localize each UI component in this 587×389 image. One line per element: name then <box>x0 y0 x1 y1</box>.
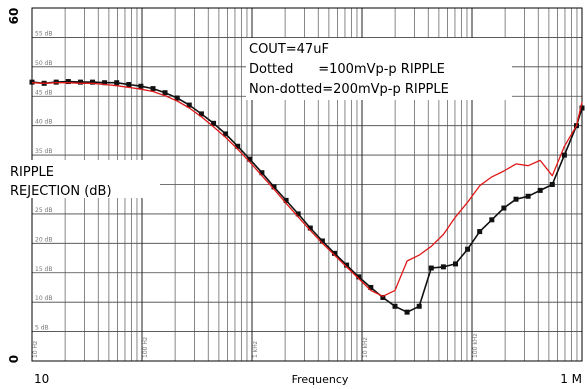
minor-x-label: 100 Hz <box>142 337 149 358</box>
minor-y-label: 35 dB <box>35 148 52 155</box>
series-marker <box>126 81 132 87</box>
series-marker <box>174 95 180 101</box>
y-axis-title-line: RIPPLE <box>10 165 54 180</box>
series-marker <box>78 79 83 85</box>
y-tick-label: 0 <box>7 355 21 363</box>
x-axis-title: Frequency <box>292 373 349 386</box>
x-tick-label: 1 M <box>560 372 582 386</box>
series-marker <box>235 143 241 149</box>
series-marker <box>295 211 301 217</box>
series-marker <box>150 86 156 92</box>
minor-x-label: 100 kHz <box>472 334 479 359</box>
series-marker <box>453 261 459 267</box>
minor-y-label: 20 dB <box>35 236 52 243</box>
series-marker <box>440 264 446 270</box>
annotation-line: COUT=47uF <box>249 42 329 57</box>
series-marker <box>380 294 386 300</box>
series-marker <box>513 196 519 202</box>
series-marker <box>561 152 567 158</box>
minor-x-label: 10 Hz <box>32 341 39 358</box>
series-marker <box>223 131 229 137</box>
series-marker <box>549 182 555 187</box>
series-marker <box>579 105 585 111</box>
series-marker <box>525 193 531 199</box>
series-marker <box>211 120 217 126</box>
y-tick-label: 60 <box>7 8 21 25</box>
series-marker <box>259 170 265 176</box>
series-marker <box>186 102 192 108</box>
series-marker <box>477 229 483 235</box>
minor-y-label: 15 dB <box>35 266 52 273</box>
series-marker <box>368 284 374 290</box>
series-marker <box>501 205 507 211</box>
series-marker <box>404 309 410 315</box>
chart-axis-labels: 60 0 10 1 M Frequency RIPPLE REJECTION (dB) <box>7 8 582 386</box>
series-marker <box>102 80 108 86</box>
series-marker <box>162 90 168 96</box>
y-axis-title-background <box>8 160 160 198</box>
series-marker <box>271 184 277 190</box>
series-marker <box>114 80 120 86</box>
minor-y-label: 5 dB <box>35 325 49 332</box>
minor-x-label: 10 kHz <box>362 337 369 358</box>
minor-y-label: 55 dB <box>35 30 52 37</box>
chart-minor-labels: 55 dB 50 dB 45 dB 40 dB 35 dB 25 dB 20 dB 15 dB… <box>32 30 479 358</box>
series-marker <box>247 156 253 162</box>
annotation-background <box>246 38 512 100</box>
minor-y-label: 25 dB <box>35 207 52 214</box>
annotation-line: Non-dotted=200mVp-p RIPPLE <box>249 82 449 97</box>
y-axis-title-line: REJECTION (dB) <box>10 184 112 199</box>
series-line <box>31 82 583 297</box>
annotation-line: Dotted =100mVp-p RIPPLE <box>249 62 445 77</box>
series-marker <box>392 303 398 309</box>
minor-y-label: 40 dB <box>35 119 52 126</box>
series-marker <box>416 303 422 309</box>
series-marker <box>307 225 313 231</box>
chart-series <box>29 79 585 315</box>
minor-x-label: 1 kHz <box>252 341 259 358</box>
series-marker <box>90 79 96 85</box>
series-marker <box>537 187 543 193</box>
minor-y-label: 50 dB <box>35 60 52 67</box>
series-marker <box>428 265 434 271</box>
series-marker <box>465 246 471 252</box>
series-marker <box>319 238 325 244</box>
series-marker <box>489 217 495 223</box>
series-marker <box>283 197 289 203</box>
series-marker <box>356 274 362 280</box>
series-marker <box>198 111 204 117</box>
series-marker <box>344 262 350 268</box>
x-tick-label: 10 <box>34 372 49 386</box>
series-marker <box>29 79 35 85</box>
series-marker <box>65 79 71 85</box>
minor-y-label: 10 dB <box>35 295 52 302</box>
chart-annotations: COUT=47uF Dotted =100mVp-p RIPPLE Non-dott… <box>246 38 512 100</box>
minor-y-label: 45 dB <box>35 89 52 96</box>
series-marker <box>331 250 337 256</box>
series-marker <box>138 83 144 89</box>
